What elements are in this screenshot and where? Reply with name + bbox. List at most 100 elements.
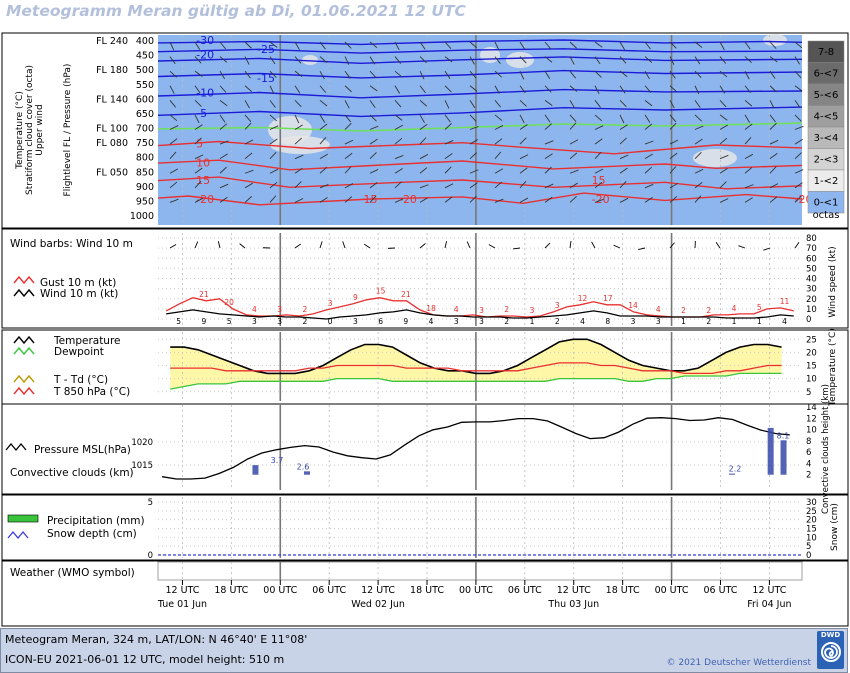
upper-wind-barb (344, 70, 351, 79)
pressure-tick-label: 950 (136, 196, 154, 207)
isotherm-label: -20 (592, 193, 610, 206)
upper-wind-barb (619, 114, 625, 124)
upper-wind-barb (294, 70, 303, 78)
pressure-legend-label: Pressure MSL(hPa) (34, 444, 131, 456)
flight-level-label: FL 100 (96, 124, 128, 135)
pressure-ytick-label: 1015 (131, 461, 153, 471)
upper-wind-barb (219, 196, 228, 203)
upper-wind-barb (744, 56, 752, 64)
wind-barb (444, 241, 448, 249)
upper-wind-barb (169, 125, 179, 130)
upper-wind-barb (569, 56, 575, 65)
gust-data-label: 20 (224, 298, 234, 307)
upper-wind-barb (194, 41, 201, 50)
pressure-tick-label: 450 (136, 51, 154, 62)
upper-wind-barb (444, 41, 452, 49)
upper-wind-barb (169, 70, 177, 78)
upper-wind-barb (419, 56, 427, 64)
upper-wind-barb (169, 56, 176, 65)
upper-wind-barb (419, 85, 426, 94)
upper-wind-barb (169, 168, 179, 174)
upper-wind-barb (769, 153, 778, 160)
upper-wind-barb (294, 56, 302, 64)
upper-wind-barb (519, 56, 527, 64)
upper-wind-barb (544, 153, 553, 160)
gust-data-label: 3 (530, 306, 535, 315)
weather-panel: Weather (WMO symbol) 12 UTC 18 UTC 00 UTC 06… (10, 561, 803, 610)
upper-wind-barb (344, 196, 353, 203)
cloud-patch (693, 149, 737, 167)
upper-wind-barb (519, 197, 529, 203)
temp-ytick-label: 20 (806, 348, 817, 358)
upper-wind-barb (719, 70, 728, 78)
upper-wind-barb (394, 41, 400, 51)
upper-wind-barb (594, 198, 604, 203)
wind-barb (419, 243, 426, 249)
upper-wind-barb (794, 56, 801, 65)
upper-wind-barb (419, 197, 428, 203)
upper-wind-barb (544, 114, 551, 123)
cloud-legend-label: 3-<4 (814, 133, 839, 144)
upper-wind-barb (219, 99, 228, 107)
wind-barb (715, 241, 721, 249)
pressure-tick-label: 800 (136, 153, 154, 164)
conv-ytick-label: 14 (806, 403, 817, 413)
pressure-tick-label: 400 (136, 36, 154, 47)
cloud-legend-label: 5-<6 (814, 90, 839, 101)
temp-legend-label: Dewpoint (54, 346, 104, 358)
upper-wind-barb (519, 124, 528, 130)
upper-wind-barb (269, 195, 277, 203)
upper-wind-barb (619, 154, 629, 160)
gust-data-label: 5 (757, 303, 762, 312)
upper-wind-barb (169, 198, 179, 203)
upper-wind-barb (619, 124, 628, 130)
upper-wind-barb (244, 85, 253, 92)
upper-wind-barb (769, 41, 777, 49)
upper-wind-barb (444, 166, 452, 174)
upper-wind-barb (794, 169, 804, 174)
upper-wind-barb (469, 100, 476, 109)
gust-data-label: 18 (426, 304, 436, 313)
panel-frame (1, 228, 849, 329)
wind-data-label: 2 (302, 317, 307, 326)
upper-wind-barb (394, 70, 403, 78)
conv-ytick-label: 8 (806, 437, 811, 447)
flight-level-label: FL 080 (96, 138, 128, 149)
upper-wind-barb (594, 85, 600, 94)
pressure-line (161, 417, 790, 480)
dwd-logo: DWD (817, 631, 844, 669)
upper-wind-barb (744, 70, 750, 80)
upper-wind-barb (694, 138, 703, 145)
upper-wind-barb (319, 114, 326, 123)
isotherm-line (157, 106, 803, 118)
upper-wind-barb (244, 139, 254, 145)
wind-data-label: 3 (353, 317, 358, 326)
precipitation-panel: Precipitation (mm)Snow depth (cm)0505101… (7, 497, 840, 561)
upper-wind-barb (569, 169, 579, 174)
upper-wind-barb (519, 180, 527, 189)
upper-wind-barb (494, 56, 501, 65)
cloud-legend-label: 4-<5 (814, 112, 839, 123)
upper-wind-barb (194, 114, 200, 124)
wind-barb (342, 241, 346, 249)
temp-ytick-label: 10 (806, 375, 817, 385)
x-tick-label: 06 UTC (312, 585, 346, 596)
isotherm-label: 10 (196, 157, 210, 170)
upper-wind-barb (669, 85, 677, 93)
conv-cloud-label: 3.7 (271, 456, 284, 465)
upper-wind-barb (444, 196, 453, 203)
upper-wind-barb (369, 152, 377, 159)
isotherm-line (157, 69, 803, 79)
upper-wind-barb (194, 197, 204, 203)
gust-data-label: 15 (376, 287, 386, 296)
x-tick-label: 00 UTC (263, 585, 297, 596)
isotherm-label: -30 (196, 34, 214, 47)
cloud-legend-label: 0-<1 (814, 198, 839, 209)
upper-wind-barb (594, 125, 604, 130)
upper-wind-barb (469, 125, 479, 130)
temp-legend-label: T - Td (°C) (53, 374, 108, 386)
wind-data-label: 5 (227, 317, 232, 326)
upper-wind-barb (194, 180, 202, 189)
upper-wind-barb (294, 124, 303, 130)
